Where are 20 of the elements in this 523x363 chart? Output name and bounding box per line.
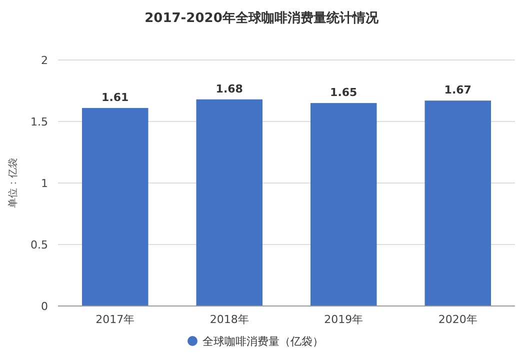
legend-label: 全球咖啡消费量（亿袋） xyxy=(202,334,324,348)
data-label: 1.68 xyxy=(216,82,243,96)
x-tick-label: 2020年 xyxy=(438,313,478,326)
bar xyxy=(310,103,377,306)
x-tick-label: 2019年 xyxy=(324,313,364,326)
x-tick-label: 2017年 xyxy=(96,313,135,326)
y-tick-label: 2 xyxy=(41,54,48,67)
bar xyxy=(196,99,263,306)
y-tick-label: 1.5 xyxy=(30,115,48,128)
x-tick-label: 2018年 xyxy=(210,313,249,326)
bar xyxy=(82,108,148,306)
data-label: 1.67 xyxy=(444,84,472,97)
chart-title: 2017-2020年全球咖啡消费量统计情况 xyxy=(144,10,380,26)
bar xyxy=(424,100,492,306)
y-axis-title: 单位：亿袋 xyxy=(7,158,19,208)
data-label: 1.61 xyxy=(102,90,129,104)
data-label: 1.65 xyxy=(330,86,358,100)
y-tick-label: 1 xyxy=(41,176,48,190)
y-tick-label: 0 xyxy=(41,300,48,313)
y-tick-label: 0.5 xyxy=(30,238,48,252)
